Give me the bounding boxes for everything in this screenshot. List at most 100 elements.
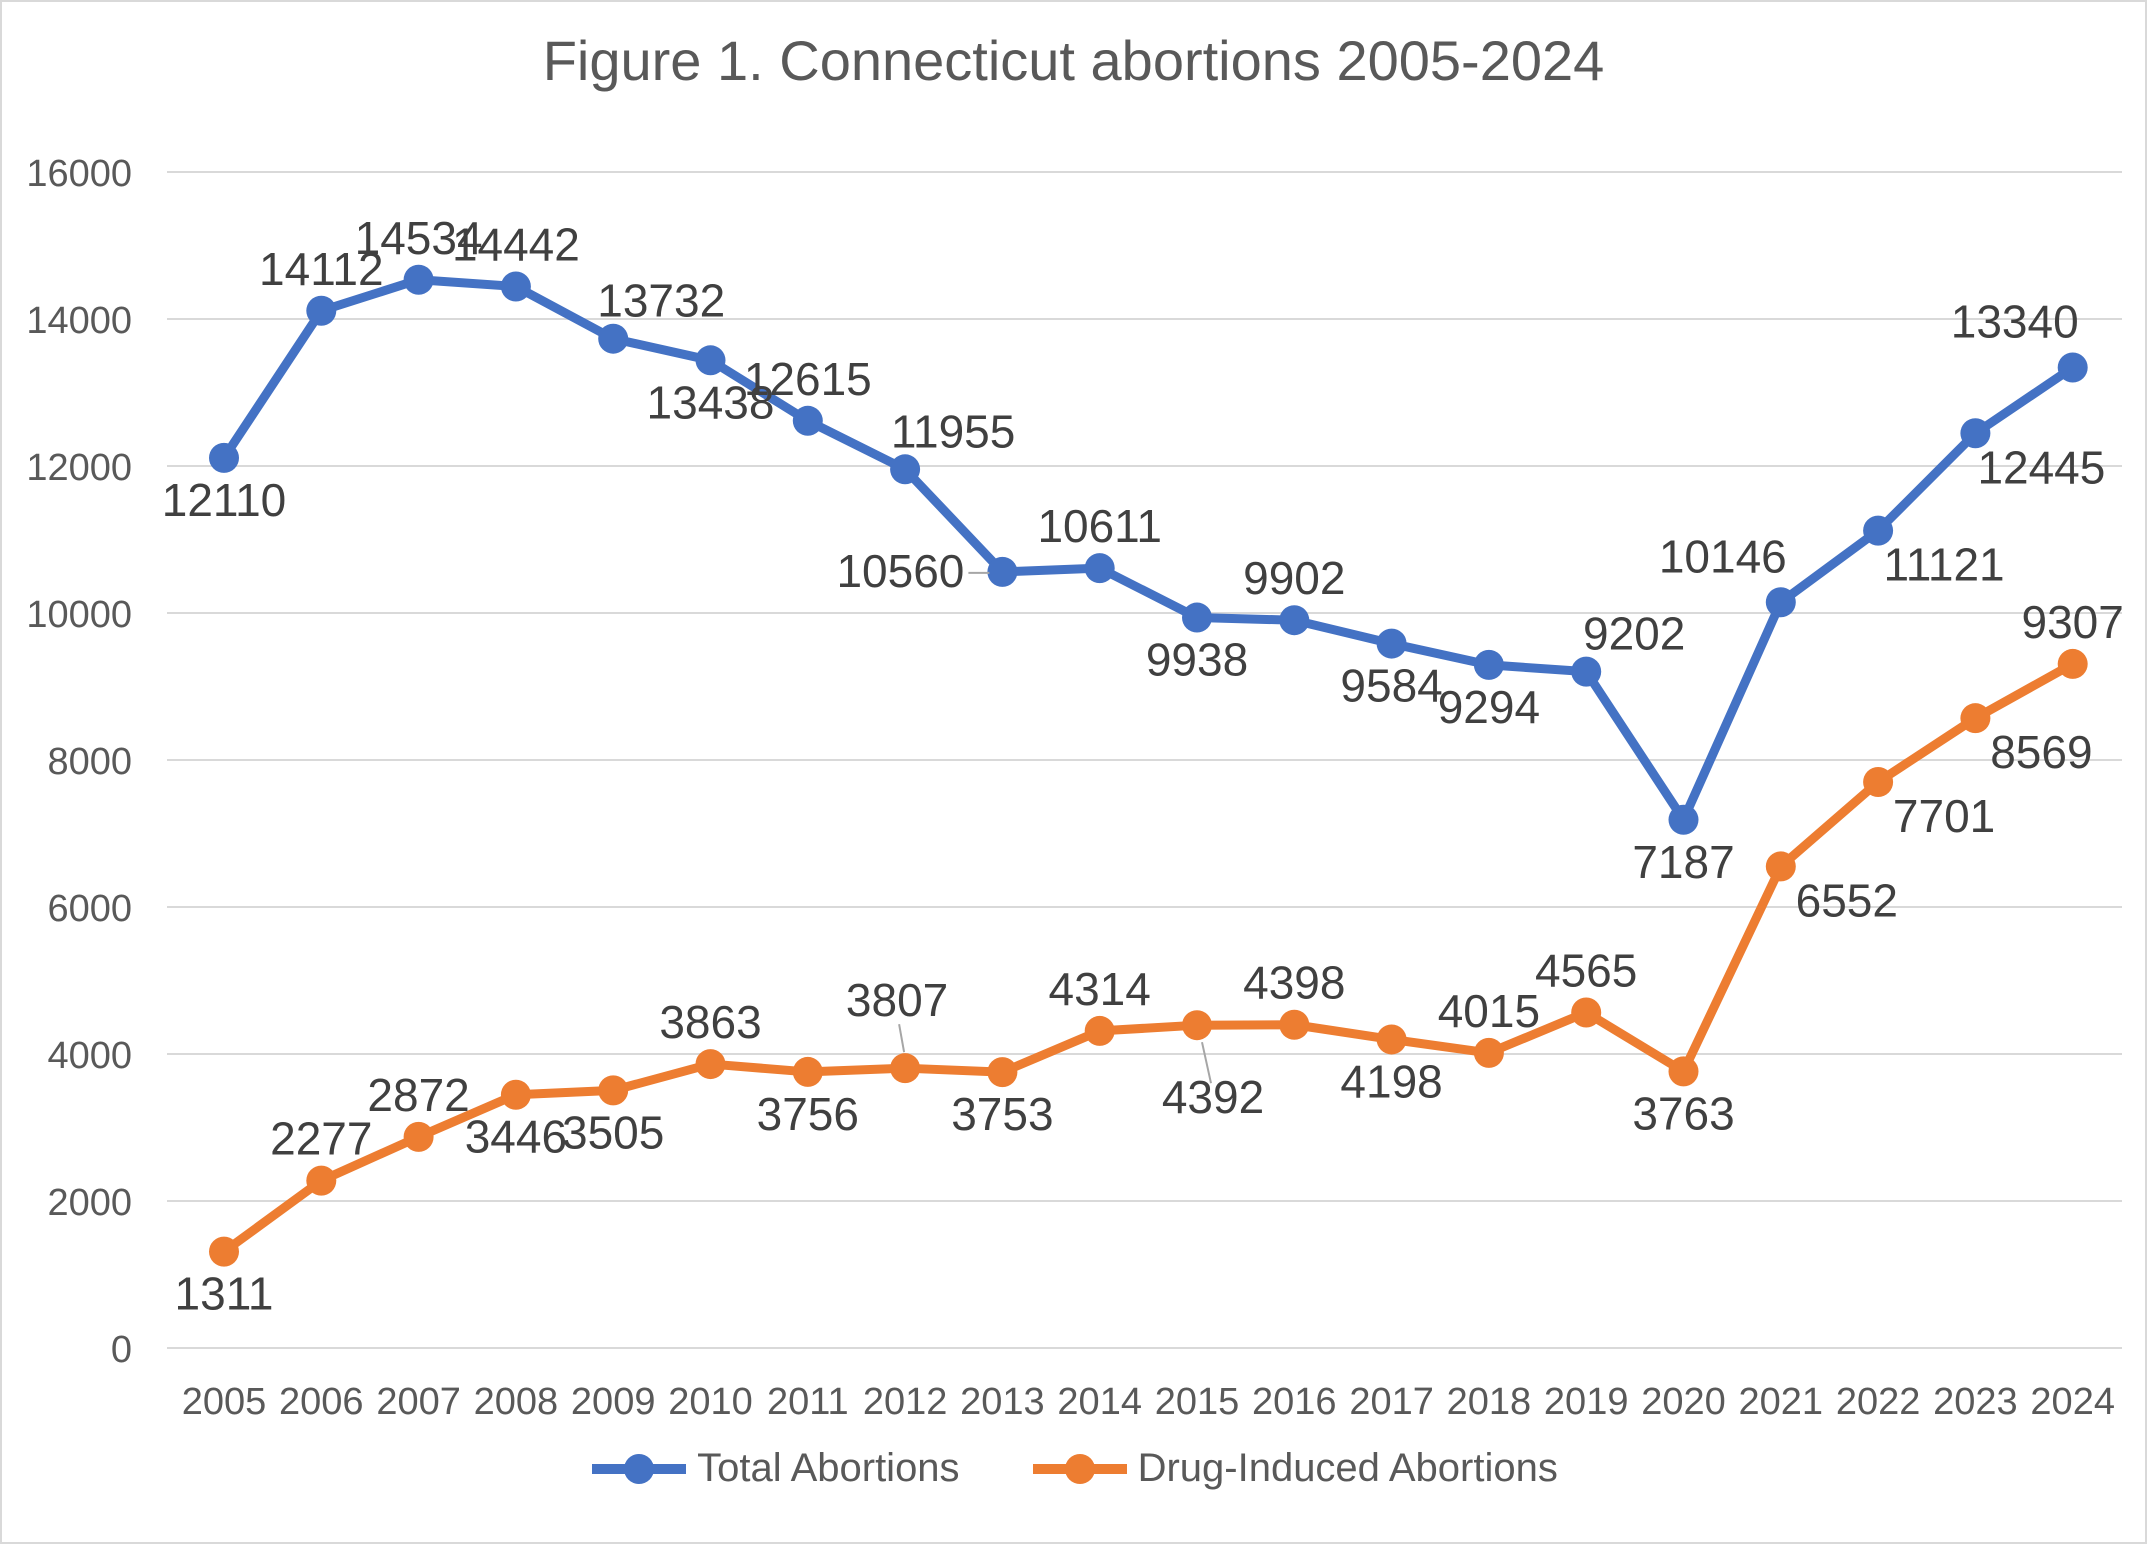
data-point-label-drug-induced-abortions: 3753 bbox=[951, 1088, 1053, 1140]
y-axis-tick-label: 16000 bbox=[26, 153, 132, 195]
data-point-label-drug-induced-abortions: 9307 bbox=[2022, 596, 2124, 648]
data-point-marker-total-abortions bbox=[500, 271, 531, 302]
data-point-marker-drug-induced-abortions bbox=[403, 1121, 434, 1152]
x-axis-tick-label: 2020 bbox=[1641, 1381, 1726, 1423]
data-point-label-drug-induced-abortions: 8569 bbox=[1990, 726, 2092, 778]
data-point-label-drug-induced-abortions: 7701 bbox=[1893, 790, 1995, 842]
x-axis-tick-label: 2014 bbox=[1057, 1381, 1142, 1423]
data-point-marker-drug-induced-abortions bbox=[1084, 1015, 1115, 1046]
data-point-marker-drug-induced-abortions bbox=[1960, 703, 1991, 734]
series-line-drug-induced-abortions bbox=[219, 659, 2078, 1257]
data-point-marker-total-abortions bbox=[1571, 656, 1602, 687]
y-axis-tick-label: 14000 bbox=[26, 300, 132, 342]
data-point-marker-drug-induced-abortions bbox=[1571, 997, 1602, 1028]
data-point-marker-total-abortions bbox=[792, 405, 823, 436]
data-point-label-total-abortions: 12110 bbox=[162, 474, 287, 526]
data-point-marker-total-abortions bbox=[306, 295, 337, 326]
x-axis-tick-label: 2018 bbox=[1447, 1381, 1532, 1423]
x-axis-tick-label: 2005 bbox=[182, 1381, 267, 1423]
chart-title: Figure 1. Connecticut abortions 2005-202… bbox=[542, 29, 1605, 92]
data-point-marker-total-abortions bbox=[987, 556, 1018, 587]
data-point-label-total-abortions: 9294 bbox=[1438, 681, 1540, 733]
x-axis-tick-label: 2006 bbox=[279, 1381, 364, 1423]
data-point-label-drug-induced-abortions: 4198 bbox=[1340, 1055, 1442, 1107]
data-point-marker-total-abortions bbox=[1376, 628, 1407, 659]
data-point-marker-drug-induced-abortions bbox=[1668, 1056, 1699, 1087]
legend-label-total-abortions: Total Abortions bbox=[697, 1446, 960, 1490]
data-point-marker-drug-induced-abortions bbox=[1863, 766, 1894, 797]
data-point-marker-total-abortions bbox=[2057, 352, 2088, 383]
y-axis-tick-label: 12000 bbox=[26, 447, 132, 489]
label-leader-line bbox=[898, 1024, 906, 1053]
data-point-label-drug-induced-abortions: 6552 bbox=[1796, 874, 1898, 926]
data-point-label-total-abortions: 12615 bbox=[744, 353, 872, 405]
data-point-label-drug-induced-abortions: 3863 bbox=[659, 996, 761, 1048]
data-point-marker-drug-induced-abortions bbox=[2057, 648, 2088, 679]
data-point-marker-total-abortions bbox=[695, 345, 726, 376]
x-axis-tick-label: 2009 bbox=[571, 1381, 656, 1423]
data-point-marker-drug-induced-abortions bbox=[306, 1165, 337, 1196]
data-point-label-drug-induced-abortions: 3446 bbox=[465, 1111, 567, 1163]
label-leader-line bbox=[1201, 1041, 1212, 1084]
data-point-label-total-abortions: 10146 bbox=[1659, 530, 1787, 582]
legend-label-drug-induced-abortions: Drug-Induced Abortions bbox=[1137, 1446, 1558, 1490]
x-axis-tick-label: 2011 bbox=[767, 1381, 849, 1423]
legend: Total Abortions Drug-Induced Abortions bbox=[2, 1446, 2145, 1491]
data-point-marker-total-abortions bbox=[598, 323, 629, 354]
data-point-marker-total-abortions bbox=[1279, 605, 1310, 636]
data-point-marker-total-abortions bbox=[1668, 804, 1699, 835]
data-point-label-drug-induced-abortions: 4314 bbox=[1049, 963, 1151, 1015]
x-axis-tick-label: 2013 bbox=[960, 1381, 1045, 1423]
data-point-marker-drug-induced-abortions bbox=[890, 1053, 921, 1084]
x-axis-tick-label: 2008 bbox=[474, 1381, 559, 1423]
x-axis-tick-label: 2007 bbox=[376, 1381, 461, 1423]
total-abortions-legend-swatch-icon bbox=[592, 1453, 687, 1484]
data-point-label-total-abortions: 10611 bbox=[1037, 500, 1162, 552]
x-axis-tick-label: 2021 bbox=[1739, 1381, 1824, 1423]
data-point-label-total-abortions: 9584 bbox=[1340, 660, 1442, 712]
data-point-marker-total-abortions bbox=[1084, 553, 1115, 584]
data-point-marker-drug-induced-abortions bbox=[1376, 1024, 1407, 1055]
data-point-marker-drug-induced-abortions bbox=[792, 1056, 823, 1087]
data-point-label-total-abortions: 7187 bbox=[1632, 836, 1734, 888]
x-axis-tick-label: 2023 bbox=[1933, 1381, 2018, 1423]
data-point-label-drug-induced-abortions: 3763 bbox=[1632, 1087, 1734, 1139]
data-point-marker-drug-induced-abortions bbox=[500, 1079, 531, 1110]
data-point-label-total-abortions: 14112 bbox=[259, 243, 384, 295]
data-point-label-total-abortions: 13340 bbox=[1951, 296, 2079, 348]
data-point-label-total-abortions: 11955 bbox=[891, 405, 1016, 457]
legend-item-total-abortions: Total Abortions bbox=[589, 1446, 960, 1491]
data-point-label-total-abortions: 13732 bbox=[597, 275, 725, 327]
data-point-label-drug-induced-abortions: 4398 bbox=[1243, 957, 1345, 1009]
data-point-label-drug-induced-abortions: 3505 bbox=[562, 1106, 664, 1158]
x-axis-tick-label: 2012 bbox=[863, 1381, 948, 1423]
data-point-marker-total-abortions bbox=[1473, 649, 1504, 680]
data-point-label-total-abortions: 9938 bbox=[1146, 634, 1248, 686]
data-point-marker-total-abortions bbox=[403, 264, 434, 295]
data-point-label-drug-induced-abortions: 3807 bbox=[846, 974, 948, 1026]
data-point-label-total-abortions: 14534 bbox=[355, 212, 483, 264]
data-point-marker-total-abortions bbox=[890, 454, 921, 485]
y-axis-tick-label: 2000 bbox=[47, 1182, 132, 1224]
data-point-label-drug-induced-abortions: 4392 bbox=[1162, 1071, 1264, 1123]
data-point-label-total-abortions: 12445 bbox=[1977, 441, 2105, 493]
data-point-label-total-abortions: 11121 bbox=[1884, 539, 2005, 591]
x-axis-tick-label: 2017 bbox=[1349, 1381, 1434, 1423]
data-point-marker-drug-induced-abortions bbox=[209, 1236, 239, 1267]
data-point-label-total-abortions: 9902 bbox=[1243, 552, 1345, 604]
y-axis-tick-label: 6000 bbox=[47, 888, 132, 930]
data-point-marker-drug-induced-abortions bbox=[987, 1057, 1018, 1088]
data-point-marker-total-abortions bbox=[1863, 515, 1894, 546]
data-point-label-drug-induced-abortions: 4015 bbox=[1438, 985, 1540, 1037]
data-point-marker-total-abortions bbox=[1960, 418, 1991, 449]
data-point-marker-drug-induced-abortions bbox=[1473, 1037, 1504, 1068]
x-axis-tick-label: 2015 bbox=[1155, 1381, 1240, 1423]
data-point-marker-drug-induced-abortions bbox=[1279, 1009, 1310, 1040]
x-axis-tick-label: 2022 bbox=[1836, 1381, 1921, 1423]
drug-induced-abortions-legend-swatch-icon bbox=[1032, 1453, 1127, 1484]
y-axis-tick-label: 8000 bbox=[47, 741, 132, 783]
data-point-label-total-abortions: 10560 bbox=[836, 545, 964, 597]
y-axis-tick-label: 0 bbox=[111, 1329, 132, 1371]
